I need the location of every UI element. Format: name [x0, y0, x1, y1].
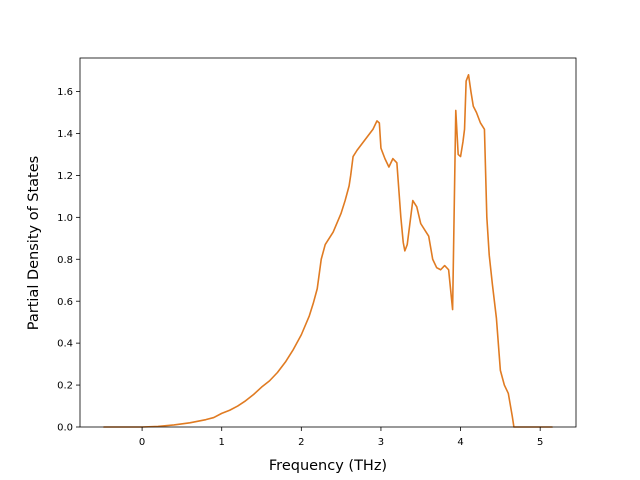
y-tick-label: 0.8	[57, 255, 73, 266]
x-axis-ticks: 0 1 2 3 4 5	[139, 427, 543, 448]
y-tick-label: 1.2	[57, 171, 73, 182]
x-tick-label: 2	[298, 437, 304, 448]
y-tick-label: 1.0	[57, 213, 73, 224]
x-axis-label: Frequency (THz)	[269, 458, 387, 474]
y-tick-label: 0.4	[57, 339, 73, 350]
x-tick-label: 5	[537, 437, 543, 448]
x-tick-label: 3	[378, 437, 384, 448]
plot-area	[79, 57, 577, 428]
axes-frame	[79, 57, 577, 428]
x-tick-label: 1	[219, 437, 225, 448]
y-tick-label: 1.6	[57, 87, 73, 98]
series-line-0	[103, 73, 553, 428]
x-tick-label: 4	[457, 437, 463, 448]
y-axis-ticks: 0.0 0.2 0.4 0.6 0.8 1.0 1.2 1.4 1.6	[57, 87, 80, 434]
y-tick-label: 1.4	[57, 129, 73, 140]
x-tick-label: 0	[139, 437, 145, 448]
y-axis-label: Partial Density of States	[26, 156, 42, 330]
y-tick-label: 0.0	[57, 423, 73, 434]
y-tick-label: 0.6	[57, 297, 73, 308]
y-tick-label: 0.2	[57, 381, 73, 392]
